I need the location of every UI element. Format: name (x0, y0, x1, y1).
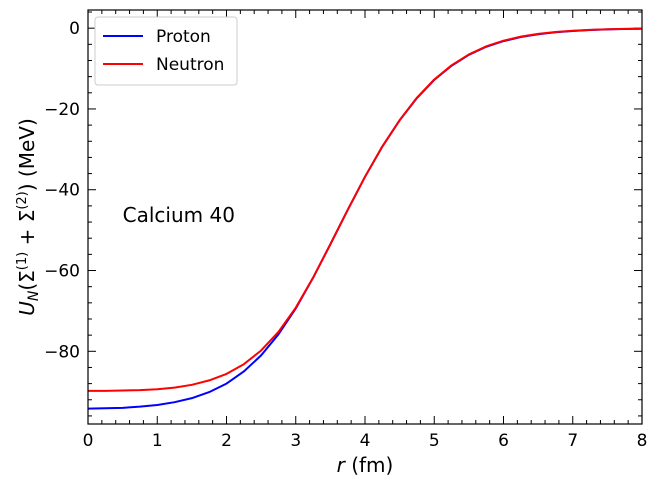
y-axis-u: U (15, 301, 39, 316)
y-axis-plus: + Σ (15, 210, 39, 252)
x-tick-label: 5 (429, 431, 440, 451)
legend: Proton Neutron (94, 16, 238, 86)
x-tick-label: 8 (637, 431, 648, 451)
series-lines (87, 27, 643, 410)
y-axis-sup2: (2) (15, 191, 30, 209)
minor-ticks (88, 10, 642, 424)
x-tick-label: 3 (290, 431, 301, 451)
y-tick-label: −80 (44, 342, 80, 362)
y-tick-labels: 0 −20 −40 −60 −80 (44, 19, 80, 362)
y-tick-label: −40 (44, 181, 80, 201)
x-tick-label: 7 (567, 431, 578, 451)
x-axis-unit: (fm) (345, 453, 394, 477)
legend-label-neutron: Neutron (156, 55, 224, 75)
x-tick-label: 2 (221, 431, 232, 451)
y-axis-open: (Σ (15, 270, 39, 290)
x-tick-label: 6 (498, 431, 509, 451)
legend-box (94, 16, 238, 86)
x-tick-label: 1 (152, 431, 163, 451)
x-tick-label: 4 (360, 431, 371, 451)
annotation-calcium-40: Calcium 40 (123, 203, 235, 227)
x-axis-variable: r (337, 453, 347, 477)
x-tick-label: 0 (83, 431, 94, 451)
x-tick-labels: 0 1 2 3 4 5 6 7 8 (83, 431, 648, 451)
y-axis-title: UN(Σ(1) + Σ(2)) (MeV) (15, 118, 42, 316)
y-tick-label: −60 (44, 262, 80, 282)
y-axis-sup1: (1) (15, 252, 30, 270)
x-axis-title: r (fm) (337, 453, 394, 477)
series-line-neutron (88, 27, 643, 392)
plot-frame (87, 9, 643, 425)
y-tick-label: 0 (69, 19, 80, 39)
y-axis-sub: N (26, 290, 42, 301)
y-tick-label: −20 (44, 100, 80, 120)
y-axis-close: ) (MeV) (15, 118, 39, 191)
legend-label-proton: Proton (156, 27, 211, 47)
